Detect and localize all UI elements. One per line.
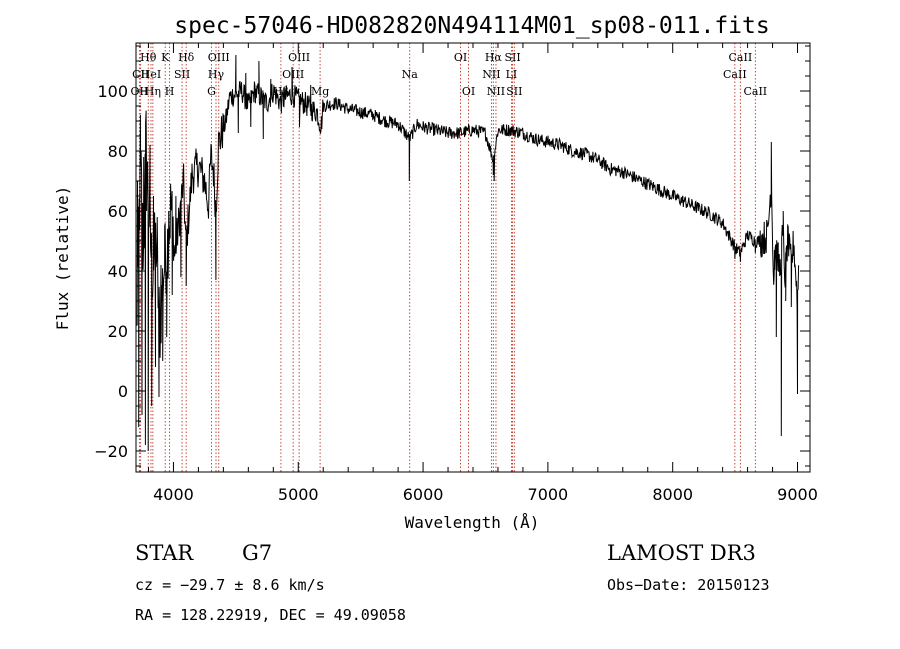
spectral-line-markers (138, 43, 756, 472)
y-tick-label: −20 (94, 442, 128, 461)
x-tick-label: 5000 (278, 485, 319, 504)
line-label-SII: SII (174, 68, 190, 81)
y-axis-label: Flux (relative) (53, 186, 72, 331)
line-label-SII-b: SII (506, 85, 522, 98)
plot-frame (135, 42, 811, 473)
line-label-OIII-c: OIII (282, 68, 304, 81)
line-label-OI-a: OI (454, 51, 467, 64)
line-label-NII-a: NII (482, 68, 500, 81)
survey-name: LAMOST DR3 (607, 541, 756, 565)
x-tick-label: 7000 (528, 485, 569, 504)
chart-title: spec-57046-HD082820N494114M01_sp08-011.f… (174, 13, 769, 39)
line-label-Hθ: Hθ (140, 51, 157, 64)
line-label-K: K (161, 51, 170, 64)
line-label-HeI: HeI (141, 68, 161, 81)
spectrum-line (136, 54, 800, 452)
line-label-Hδ: Hδ (178, 51, 195, 64)
line-label-Hη: Hη (145, 85, 161, 98)
x-tick-label: 4000 (153, 485, 194, 504)
x-axis-ticks: 4000 5000 6000 7000 8000 9000 (147, 43, 818, 504)
line-label-OIII-a: OIII (208, 51, 230, 64)
x-tick-label: 6000 (403, 485, 444, 504)
y-axis-ticks: −20 0 20 40 60 80 100 (94, 45, 810, 467)
sky-coordinates: RA = 128.22919, DEC = 49.09058 (135, 606, 406, 624)
observation-date: Obs−Date: 20150123 (607, 576, 770, 594)
object-type: STAR (135, 541, 194, 565)
line-label-Mg: Mg (311, 85, 329, 98)
y-tick-label: 60 (108, 202, 128, 221)
line-label-Hγ: Hγ (208, 68, 225, 81)
x-tick-label: 9000 (777, 485, 818, 504)
line-label-SII-a: SII (504, 51, 520, 64)
line-label-G: G (207, 85, 216, 98)
y-tick-label: 80 (108, 142, 128, 161)
line-label-CaII-c: CaII (743, 85, 767, 98)
line-label-OI-b: OI (462, 85, 475, 98)
object-subclass: G7 (242, 541, 272, 565)
line-label-Na: Na (402, 68, 419, 81)
line-label-NII-b: NII (487, 85, 505, 98)
x-tick-label: 8000 (652, 485, 693, 504)
line-label-H: H (165, 85, 175, 98)
line-label-Hα: Hα (485, 51, 503, 64)
redshift-velocity: cz = −29.7 ± 8.6 km/s (135, 576, 325, 594)
line-label-LI: LI (506, 68, 518, 81)
spectrum-trace (136, 54, 800, 452)
x-axis-label: Wavelength (Å) (405, 513, 540, 532)
y-tick-label: 20 (108, 322, 128, 341)
line-label-OIII-b: OIII (288, 51, 310, 64)
y-tick-label: 0 (118, 382, 128, 401)
y-tick-label: 40 (108, 262, 128, 281)
line-label-CaII-a: CaII (723, 68, 747, 81)
line-label-CaII-b: CaII (729, 51, 753, 64)
y-tick-label: 100 (97, 82, 128, 101)
